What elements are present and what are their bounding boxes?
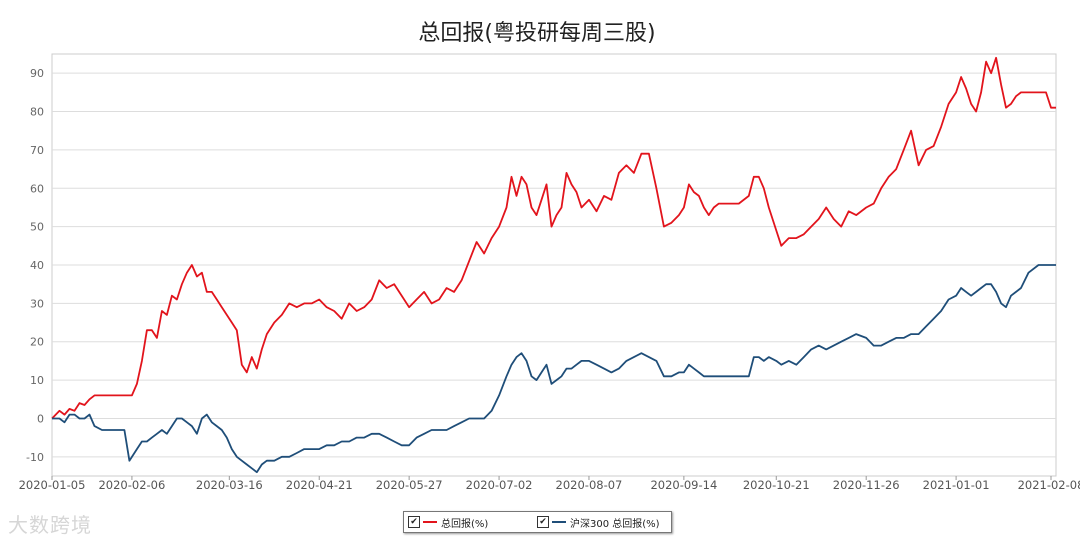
x-tick-label: 2020-01-05 [19,478,86,492]
x-tick-label: 2020-03-16 [196,478,263,492]
legend-label-hs300: 沪深300 总回报(%) [570,518,660,530]
y-tick-label: 50 [30,221,44,234]
y-tick-label: -10 [26,451,44,464]
series-lines [51,56,1056,474]
x-tick-label: 2020-02-06 [98,478,165,492]
checkbox-icon[interactable]: ✔ [408,516,420,528]
checkbox-icon[interactable]: ✔ [537,516,549,528]
y-tick-label: 20 [30,336,44,349]
legend: ✔ 总回报(%) ✔ 沪深300 总回报(%) [403,511,672,533]
x-tick-label: 2020-10-21 [743,478,810,492]
legend-swatch-blue [552,521,566,523]
y-tick-label: 30 [30,297,44,310]
legend-swatch-red [423,521,437,523]
y-tick-label: 90 [30,67,44,80]
x-axis-ticks: 2020-01-05 2020-02-06 2020-03-16 2020-04-21… [19,476,1080,492]
y-tick-label: 70 [30,144,44,157]
y-tick-label: 10 [30,374,44,387]
x-tick-label: 2020-11-26 [833,478,900,492]
x-tick-label: 2020-05-27 [376,478,443,492]
series-line-1 [52,264,1056,474]
y-tick-label: 60 [30,182,44,195]
series-line-0 [51,56,1056,420]
x-tick-label: 2020-04-21 [286,478,353,492]
x-tick-label: 2020-08-07 [556,478,623,492]
y-tick-label: 40 [30,259,44,272]
x-tick-label: 2021-01-01 [923,478,990,492]
x-tick-label: 2020-09-14 [650,478,717,492]
watermark-logo: 大数跨境 [8,513,92,537]
x-tick-label: 2021-02-08 [1018,478,1080,492]
y-tick-label: 80 [30,106,44,119]
y-tick-label: 0 [37,412,44,425]
x-tick-label: 2020-07-02 [466,478,533,492]
legend-item-total-return[interactable]: ✔ 总回报(%) [408,515,489,530]
y-axis-ticks: -10 0 10 20 30 40 50 60 70 80 90 [26,67,44,464]
legend-label-total-return: 总回报(%) [441,518,489,530]
legend-item-hs300[interactable]: ✔ 沪深300 总回报(%) [537,515,660,530]
grid-lines [51,53,1057,477]
chart-title: 总回报(粤投研每周三股) [418,21,655,46]
